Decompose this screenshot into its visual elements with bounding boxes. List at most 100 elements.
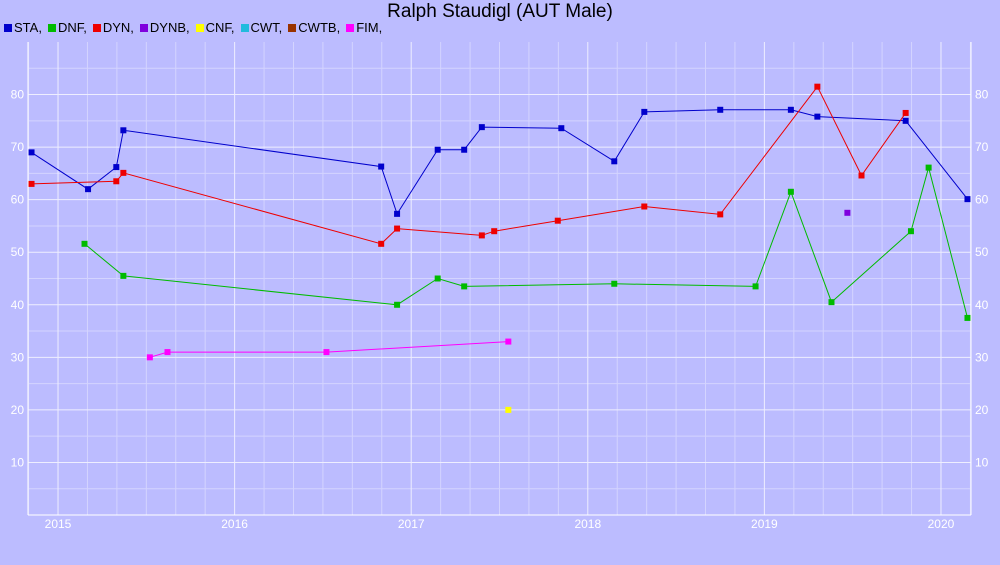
- data-point-dyn: [902, 109, 909, 116]
- x-tick-label: 2017: [398, 517, 425, 531]
- y-tick-label-right: 10: [975, 455, 989, 469]
- data-point-dyn: [394, 225, 401, 232]
- data-point-sta: [85, 186, 92, 193]
- legend-swatch: [240, 24, 249, 32]
- data-point-sta: [787, 106, 794, 113]
- y-tick-label-right: 30: [975, 350, 989, 364]
- legend-swatch: [92, 24, 101, 32]
- data-point-dyn: [113, 178, 120, 185]
- y-tick-label-right: 20: [975, 403, 989, 417]
- legend-label: DNF,: [57, 20, 87, 35]
- legend-item: DYNB,: [139, 20, 190, 35]
- x-tick-label: 2016: [221, 517, 248, 531]
- data-point-dnf: [394, 301, 401, 308]
- y-tick-label-right: 70: [975, 140, 989, 154]
- legend-label: DYNB,: [149, 20, 190, 35]
- data-point-dyn: [120, 169, 127, 176]
- y-tick-label-left: 50: [11, 245, 25, 259]
- data-point-fim: [164, 349, 171, 356]
- data-point-sta: [434, 146, 441, 153]
- x-tick-label: 2020: [928, 517, 955, 531]
- data-point-dnf: [828, 299, 835, 306]
- x-tick-label: 2018: [574, 517, 601, 531]
- y-tick-label-right: 40: [975, 298, 989, 312]
- data-point-dnf: [461, 283, 468, 290]
- data-point-sta: [478, 124, 485, 131]
- y-tick-label-right: 60: [975, 193, 989, 207]
- data-point-sta: [394, 210, 401, 217]
- x-tick-label: 2019: [751, 517, 778, 531]
- data-point-dyn: [814, 83, 821, 90]
- legend-label: CNF,: [205, 20, 235, 35]
- data-point-sta: [964, 196, 971, 203]
- data-point-dnf: [120, 272, 127, 279]
- y-tick-label-left: 40: [11, 298, 25, 312]
- legend-swatch: [195, 24, 204, 32]
- data-point-sta: [113, 164, 120, 171]
- data-point-dnf: [611, 280, 618, 287]
- legend-swatch: [4, 24, 12, 32]
- data-point-dnf: [964, 314, 971, 321]
- data-point-dyn: [641, 203, 648, 210]
- data-point-sta: [902, 117, 909, 124]
- data-point-dnf: [81, 240, 88, 247]
- y-tick-label-left: 70: [11, 140, 25, 154]
- series-line-dnf: [84, 165, 968, 319]
- y-tick-label-left: 10: [11, 455, 25, 469]
- data-point-sta: [378, 163, 385, 170]
- data-point-sta: [611, 158, 618, 165]
- data-point-dyn: [717, 211, 724, 218]
- data-point-dynb: [844, 209, 851, 216]
- legend-item: CWT,: [240, 20, 283, 35]
- data-point-sta: [717, 106, 724, 113]
- legend-swatch: [47, 24, 56, 32]
- data-point-dnf: [434, 275, 441, 282]
- data-point-dyn: [478, 232, 485, 239]
- data-point-dnf: [752, 283, 759, 290]
- data-point-dyn: [554, 217, 561, 224]
- data-point-dnf: [907, 228, 914, 235]
- data-point-dyn: [378, 240, 385, 247]
- data-point-fim: [323, 349, 330, 356]
- data-point-dyn: [858, 172, 865, 179]
- legend: STA, DNF, DYN, DYNB, CNF, CWT, CWTB, FIM,: [4, 20, 388, 36]
- legend-item: DNF,: [47, 20, 87, 35]
- data-point-dnf: [787, 188, 794, 195]
- chart-title: Ralph Staudigl (AUT Male): [387, 1, 613, 22]
- data-point-sta: [558, 125, 565, 132]
- legend-item: DYN,: [92, 20, 134, 35]
- series-line-fim: [149, 341, 509, 358]
- legend-label: CWT,: [250, 20, 283, 35]
- legend-label: FIM,: [356, 20, 383, 35]
- legend-label: CWTB,: [298, 20, 341, 35]
- y-tick-label-right: 50: [975, 245, 989, 259]
- y-tick-label-left: 60: [11, 193, 25, 207]
- legend-label: DYN,: [102, 20, 134, 35]
- y-tick-label-left: 30: [11, 350, 25, 364]
- y-tick-label-right: 80: [975, 88, 989, 102]
- x-tick-label: 2015: [45, 517, 72, 531]
- data-point-dnf: [925, 164, 932, 171]
- data-point-cnf: [505, 406, 512, 413]
- y-tick-label-left: 20: [11, 403, 25, 417]
- data-point-sta: [28, 149, 35, 156]
- data-point-dyn: [491, 228, 498, 235]
- legend-swatch: [346, 24, 355, 32]
- legend-item: CNF,: [195, 20, 235, 35]
- legend-item: FIM,: [346, 20, 382, 35]
- data-point-sta: [461, 146, 468, 153]
- data-point-fim: [146, 354, 153, 361]
- y-tick-label-left: 80: [11, 88, 25, 102]
- data-point-sta: [641, 108, 648, 115]
- legend-swatch: [288, 24, 297, 32]
- data-point-dyn: [28, 180, 35, 187]
- legend-label: STA,: [14, 20, 42, 35]
- legend-swatch: [139, 24, 148, 32]
- data-point-fim: [505, 338, 512, 345]
- data-point-sta: [814, 113, 821, 120]
- data-point-sta: [120, 127, 127, 134]
- legend-item: STA,: [4, 20, 42, 35]
- legend-item: CWTB,: [288, 20, 340, 35]
